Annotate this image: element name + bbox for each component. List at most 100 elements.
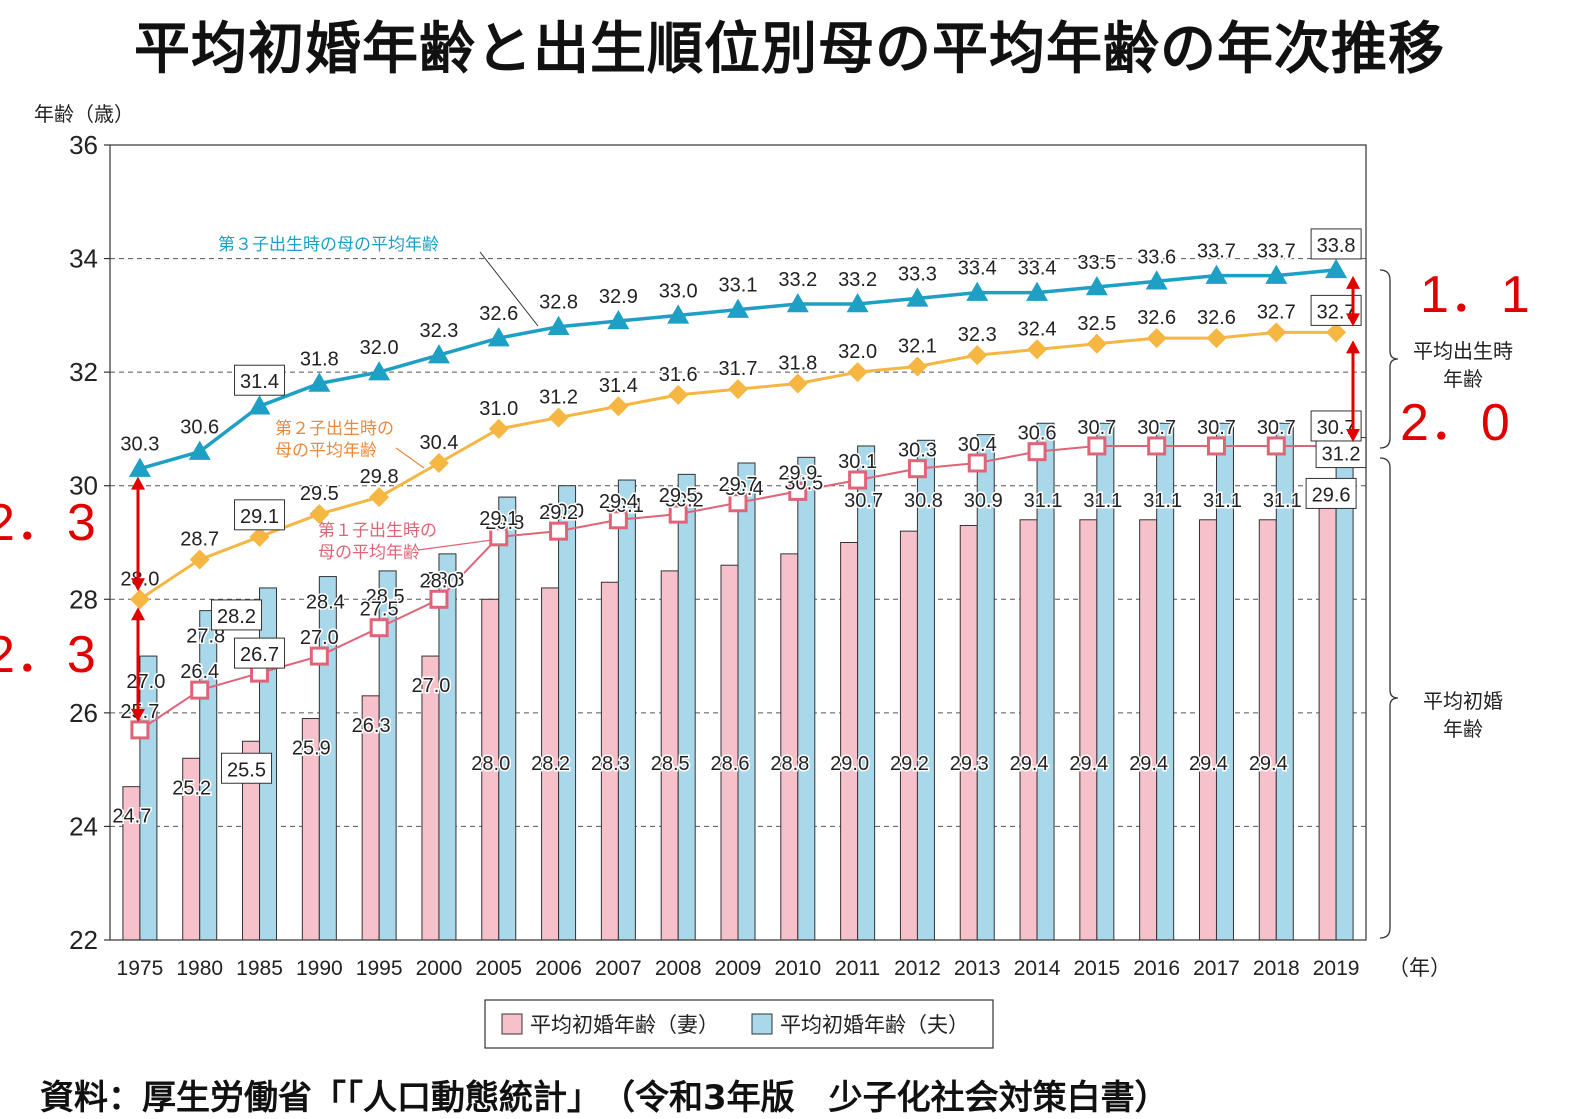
bar-wife [1019,519,1038,941]
callout-line [417,539,493,551]
marker-second-child [1086,333,1107,354]
marker-second-child [1266,322,1287,343]
data-label-husband: 28.8 [425,569,464,591]
bar-wife [959,524,978,941]
gap-value-1975-upper: 2．3 [0,494,96,552]
data-label-wife: 28.2 [531,753,570,775]
marker-first-child [1027,442,1047,462]
data-label-third-child: 30.6 [180,417,219,439]
data-label-husband: 31.1 [1083,490,1122,512]
data-label-wife: 29.2 [890,753,929,775]
x-tick-label: 2011 [835,957,880,980]
brace-label-lower-2: 年齢 [1443,718,1483,741]
marker-second-child [1146,328,1167,349]
x-tick-label: 2016 [1133,957,1180,980]
x-tick-label: 1990 [296,957,343,980]
bar-husband [857,445,876,941]
marker-first-child [848,470,868,490]
data-label-second-child: 32.1 [898,335,937,357]
legend-label-wife: 平均初婚年齢（妻） [530,1014,719,1037]
bar-husband [797,456,816,941]
data-label-wife: 29.4 [1249,753,1288,775]
page-title: 平均初婚年齢と出生順位別母の平均年齢の年次推移 [134,17,1445,82]
data-label-third-child: 32.9 [599,286,638,308]
marker-second-child [428,453,449,473]
data-label-wife: 26.3 [352,715,391,737]
marker-first-child [907,459,927,479]
y-tick-label: 26 [69,698,98,728]
data-label-second-child: 32.6 [1137,307,1176,329]
data-label-wife: 28.8 [770,753,809,775]
bar-wife [1198,519,1217,941]
data-label-first-child: 29.4 [599,491,638,513]
legend-swatch-wife [501,1013,523,1035]
marker-second-child [1027,339,1048,360]
y-tick-label: 36 [69,130,98,160]
gap-arrow-1975-lower-head [131,607,145,621]
marker-second-child [787,373,808,394]
x-tick-label: 2013 [954,957,1001,980]
data-label-third-child: 32.6 [479,303,518,325]
marker-first-child [967,453,987,473]
marker-third-child [846,293,869,313]
bar-wife [780,553,799,941]
bar-husband [438,553,457,941]
gap-arrow-2019-upper-head [1346,275,1360,289]
axes: 22 24 26 28 30 32 34 36 年齢（歳） 1975 1980 1985 1990 199… [34,103,1451,980]
marker-third-child [786,293,809,313]
gap-arrow-1975-upper-head [131,476,145,490]
data-label-third-child: 32.8 [539,292,578,314]
data-label-first-child: 26.4 [180,661,219,683]
data-label-husband: 28.2 [217,606,256,628]
label-second-child-2: 母の平均年齢 [275,441,377,460]
data-label-wife: 29.4 [1189,753,1228,775]
marker-first-child [728,493,748,513]
data-label-husband: 30.4 [725,478,764,500]
x-tick-label: 2019 [1313,957,1360,980]
x-tick-label: 2008 [655,957,702,980]
marker-first-child [429,589,449,609]
data-label-second-child: 32.7 [1317,301,1356,323]
marker-first-child [309,646,329,666]
marker-third-child [308,372,331,392]
bar-wife [1139,519,1158,941]
marker-second-child [548,407,569,428]
data-label-wife: 29.4 [1129,753,1168,775]
gap-value-2019-upper: 1．1 [1420,266,1530,324]
marker-second-child [369,487,390,508]
bars [122,417,1354,941]
marker-third-child [607,310,630,330]
bar-wife [1079,519,1098,941]
data-label-husband: 30.2 [665,489,704,511]
y-tick-label: 30 [69,471,98,501]
data-label-second-child: 29.5 [300,483,339,505]
marker-first-child [608,510,628,530]
data-label-first-child: 30.6 [1018,423,1057,445]
marker-third-child [427,344,450,364]
brace-label-upper-2: 年齢 [1443,368,1483,391]
gap-arrow-1975-upper-head [131,578,145,592]
brace-birth-age [1379,269,1399,449]
x-tick-label: 1975 [117,957,164,980]
marker-first-child [489,527,509,547]
gap-arrow-2019-upper-head [1346,313,1360,327]
data-label-husband: 30.1 [605,495,644,517]
data-label-husband: 27.0 [126,671,165,693]
marker-first-child [1147,436,1167,456]
bar-husband [677,473,696,941]
label-first-child-2: 母の平均年齢 [318,543,420,562]
data-label-box [1310,228,1362,260]
data-label-second-child: 31.2 [539,387,578,409]
marker-first-child [549,521,569,541]
data-label-third-child: 32.0 [360,337,399,359]
marker-third-child [1265,264,1288,284]
bar-husband [737,462,756,941]
data-label-first-child: 29.1 [479,508,518,530]
legend-swatch-husband [751,1013,773,1035]
bar-wife [1258,519,1277,941]
bar-husband [139,655,158,941]
gap-value-2019-lower: 2．0 [1400,394,1510,452]
data-label-first-child: 30.1 [838,451,877,473]
callout-line [395,447,425,469]
